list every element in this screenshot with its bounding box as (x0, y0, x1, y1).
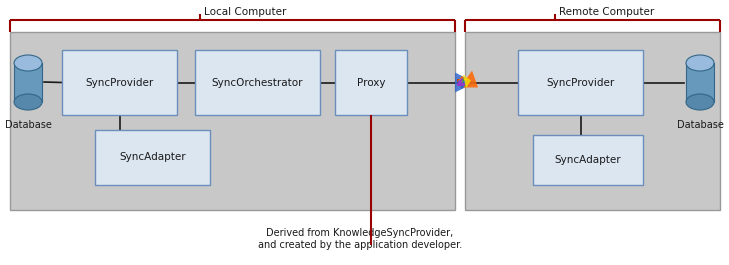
Text: SyncProvider: SyncProvider (547, 77, 615, 87)
Text: Remote Computer: Remote Computer (559, 7, 654, 17)
Polygon shape (455, 73, 475, 92)
Bar (533, 135, 643, 185)
Text: and created by the application developer.: and created by the application developer… (258, 240, 462, 250)
Text: Derived from KnowledgeSyncProvider,: Derived from KnowledgeSyncProvider, (266, 228, 453, 238)
Bar (62, 50, 177, 115)
Text: SyncAdapter: SyncAdapter (120, 152, 186, 162)
Text: Proxy: Proxy (356, 77, 386, 87)
Text: SyncOrchestrator: SyncOrchestrator (212, 77, 303, 87)
Bar (686, 63, 714, 102)
Polygon shape (463, 74, 471, 89)
Bar (10, 32, 455, 210)
Polygon shape (460, 70, 478, 87)
Text: SyncProvider: SyncProvider (85, 77, 154, 87)
Ellipse shape (686, 94, 714, 110)
Bar (518, 50, 643, 115)
Bar (465, 32, 720, 210)
Bar (95, 130, 210, 185)
Text: Database: Database (4, 120, 52, 130)
Ellipse shape (14, 94, 42, 110)
Ellipse shape (686, 55, 714, 71)
Text: SyncAdapter: SyncAdapter (555, 155, 621, 165)
Bar (14, 63, 42, 102)
Text: Database: Database (677, 120, 723, 130)
Bar (335, 50, 407, 115)
Text: Local Computer: Local Computer (204, 7, 286, 17)
Bar (195, 50, 320, 115)
Ellipse shape (14, 55, 42, 71)
